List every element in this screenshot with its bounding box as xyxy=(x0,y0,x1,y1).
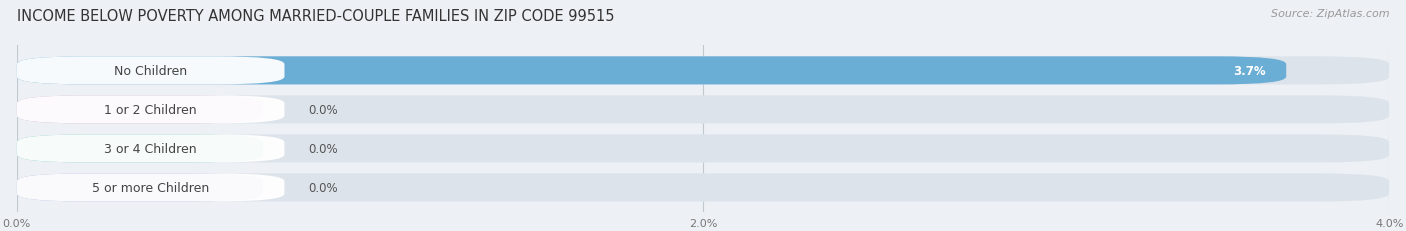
FancyBboxPatch shape xyxy=(17,57,1286,85)
FancyBboxPatch shape xyxy=(17,135,263,163)
Text: 0.0%: 0.0% xyxy=(308,103,337,116)
Text: 1 or 2 Children: 1 or 2 Children xyxy=(104,103,197,116)
Text: No Children: No Children xyxy=(114,65,187,78)
FancyBboxPatch shape xyxy=(17,96,263,124)
Text: 0.0%: 0.0% xyxy=(308,142,337,155)
FancyBboxPatch shape xyxy=(17,135,284,163)
FancyBboxPatch shape xyxy=(17,174,263,202)
FancyBboxPatch shape xyxy=(17,96,1389,124)
FancyBboxPatch shape xyxy=(17,96,284,124)
FancyBboxPatch shape xyxy=(17,135,1389,163)
Text: 5 or more Children: 5 or more Children xyxy=(91,181,209,194)
FancyBboxPatch shape xyxy=(17,174,284,202)
Text: Source: ZipAtlas.com: Source: ZipAtlas.com xyxy=(1271,9,1389,19)
Text: INCOME BELOW POVERTY AMONG MARRIED-COUPLE FAMILIES IN ZIP CODE 99515: INCOME BELOW POVERTY AMONG MARRIED-COUPL… xyxy=(17,9,614,24)
Text: 0.0%: 0.0% xyxy=(308,181,337,194)
FancyBboxPatch shape xyxy=(17,174,1389,202)
FancyBboxPatch shape xyxy=(17,57,1389,85)
Text: 3 or 4 Children: 3 or 4 Children xyxy=(104,142,197,155)
Text: 3.7%: 3.7% xyxy=(1233,65,1265,78)
FancyBboxPatch shape xyxy=(17,57,284,85)
